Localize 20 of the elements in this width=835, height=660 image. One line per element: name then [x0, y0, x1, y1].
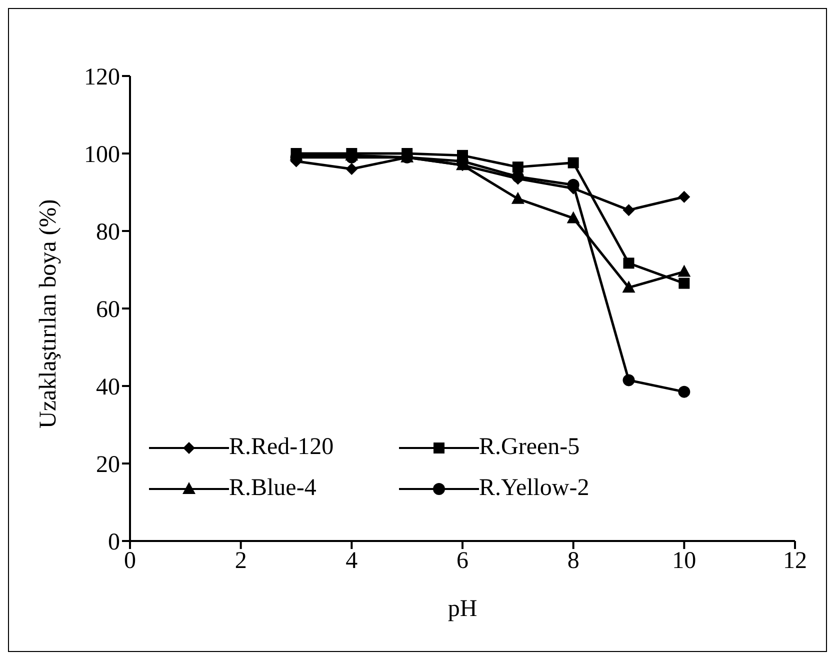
y-tick-label: 60 — [96, 297, 120, 324]
x-tick-label: 6 — [456, 548, 468, 574]
y-tick-label: 0 — [108, 530, 120, 556]
x-axis-title: pH — [448, 596, 478, 622]
legend-label: R.Red-120 — [229, 434, 334, 461]
x-tick-label: 4 — [346, 548, 358, 574]
y-tick-label: 40 — [96, 374, 120, 401]
y-tick-label: 20 — [96, 452, 120, 478]
y-axis-title: Uzaklaştırılan boya (%) — [36, 199, 62, 428]
x-tick-label: 8 — [567, 548, 580, 574]
y-tick-label: 100 — [84, 142, 120, 168]
y-tick-label: 80 — [96, 220, 120, 246]
x-tick-label: 2 — [234, 548, 247, 574]
x-tick-label: 10 — [672, 548, 696, 574]
x-tick-label: 12 — [783, 548, 807, 574]
y-tick-label: 120 — [84, 64, 120, 91]
legend-label: R.Green-5 — [479, 434, 580, 461]
x-tick-label: 0 — [124, 548, 136, 574]
legend-label: R.Blue-4 — [229, 475, 316, 502]
legend-label: R.Yellow-2 — [479, 475, 590, 502]
